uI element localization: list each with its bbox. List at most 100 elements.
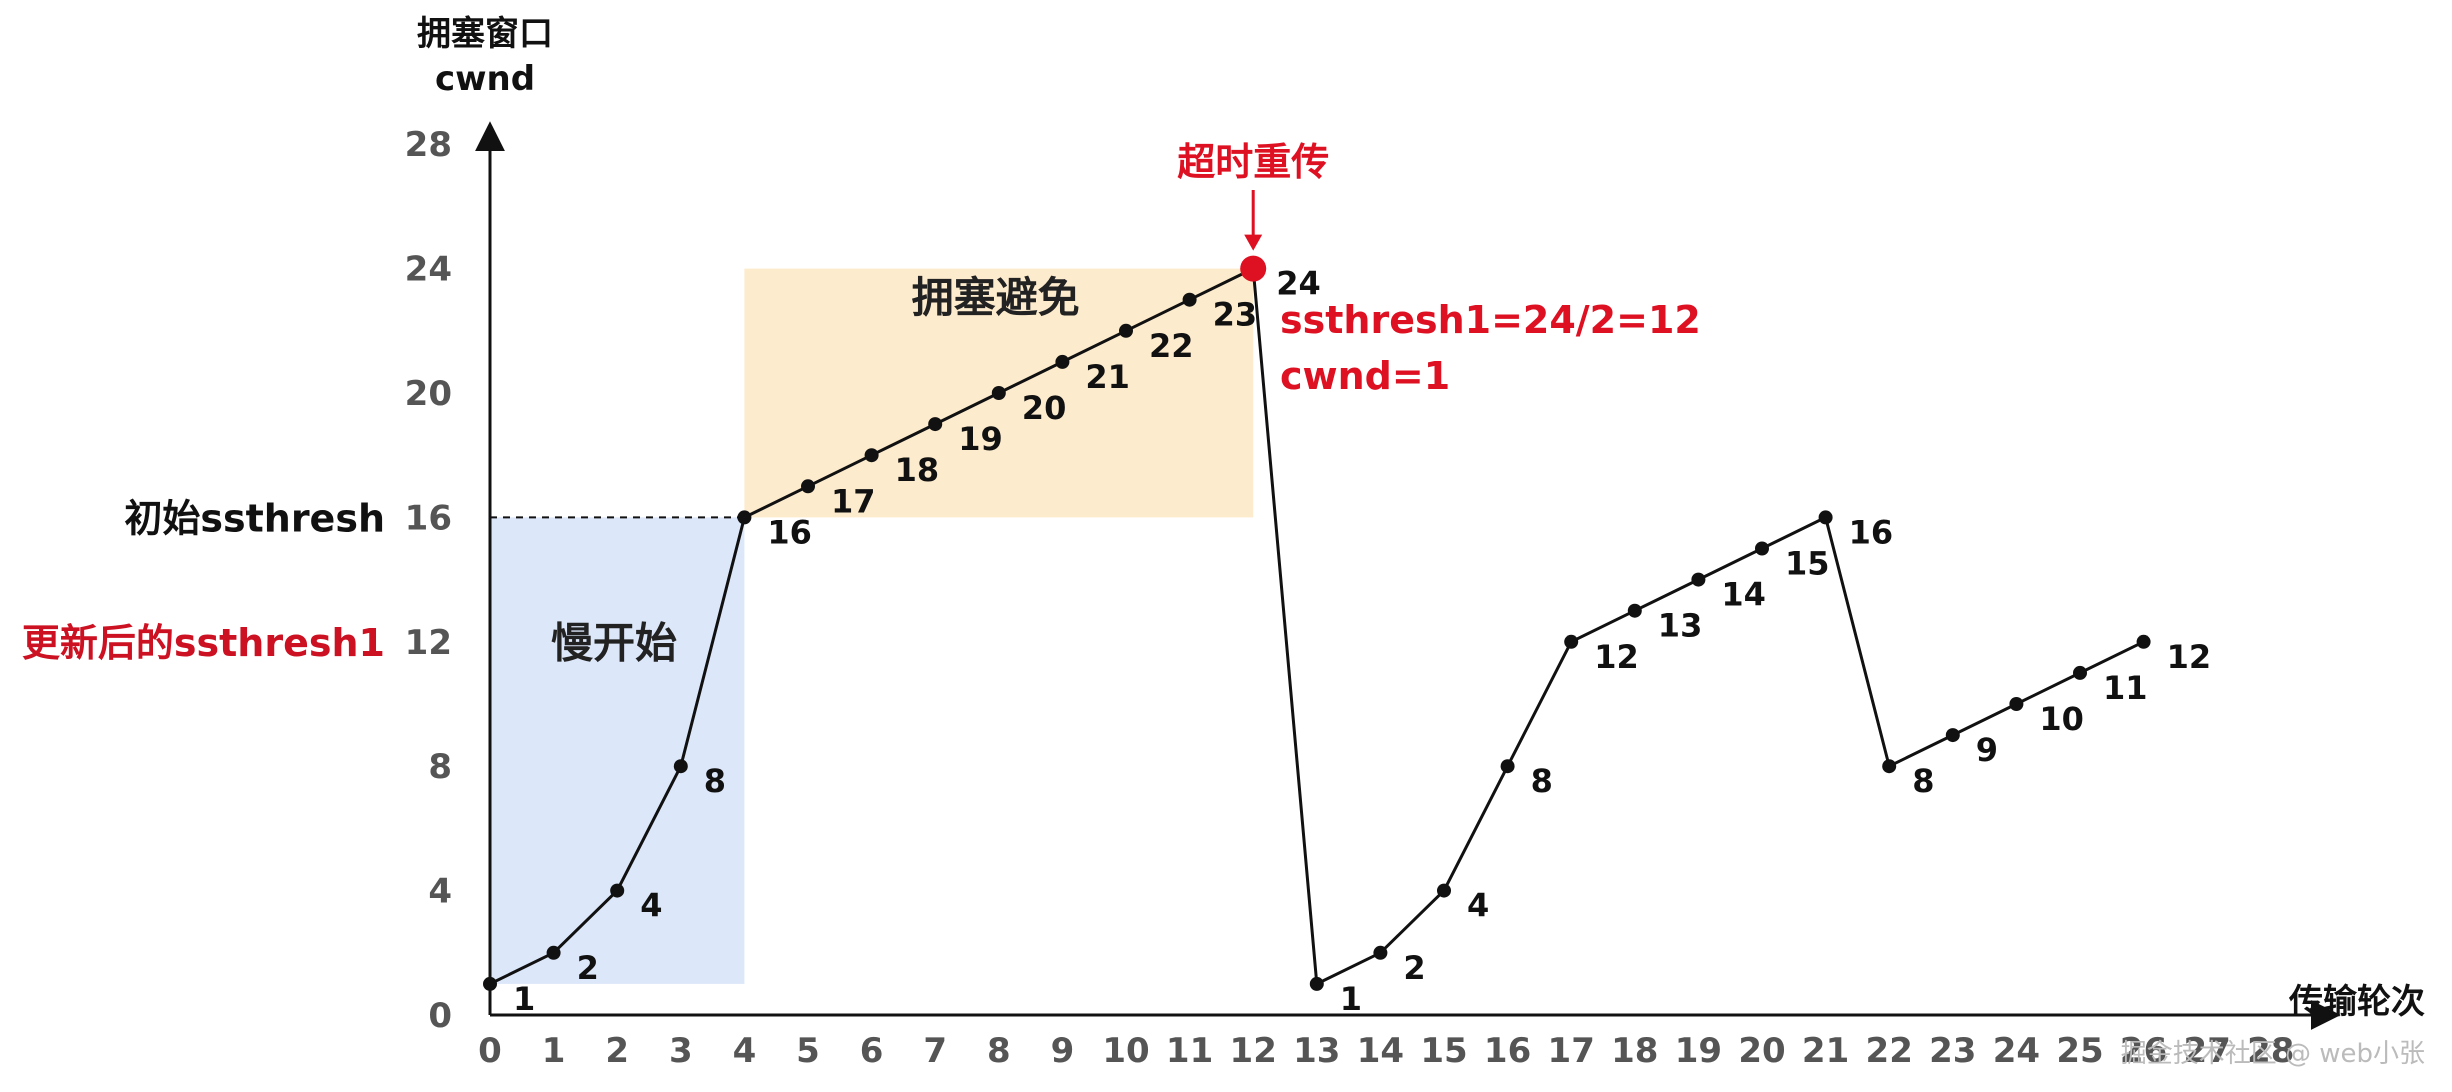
x-tick-label: 15 (1420, 1031, 1467, 1071)
data-point (1119, 323, 1133, 338)
data-point (801, 479, 815, 494)
data-point (1055, 354, 1070, 369)
point-value-label: 18 (895, 451, 940, 489)
point-value-label: 11 (2103, 669, 2148, 707)
data-point (1627, 603, 1642, 618)
y-axis-title-sub: cwnd (435, 59, 535, 99)
data-point (673, 759, 688, 774)
point-value-label: 4 (1467, 887, 1489, 925)
data-point (483, 976, 497, 991)
x-tick-label: 0 (478, 1031, 502, 1071)
data-point (2073, 665, 2087, 680)
timeout-note: cwnd=1 (1280, 354, 1450, 398)
point-value-label: 19 (958, 420, 1003, 458)
timeout-label: 超时重传 (1177, 140, 1329, 184)
x-tick-label: 9 (1051, 1031, 1075, 1071)
data-point (991, 386, 1006, 400)
x-axis-title: 传输轮次 (2288, 982, 2425, 1022)
congestion-avoidance-label: 拥塞避免 (912, 273, 1080, 322)
slow-start-label: 慢开始 (551, 618, 677, 667)
timeout-note: ssthresh1=24/2=12 (1280, 298, 1701, 342)
x-tick-label: 8 (987, 1031, 1011, 1071)
point-value-label: 8 (1912, 762, 1934, 800)
data-point (1564, 634, 1579, 649)
x-tick-label: 26 (2120, 1031, 2167, 1071)
y-tick-label: 4 (428, 872, 452, 912)
point-value-label: 16 (1849, 513, 1894, 551)
x-tick-label: 23 (1929, 1031, 1976, 1071)
x-tick-label: 17 (1548, 1031, 1595, 1071)
y-tick-label: 20 (405, 374, 452, 414)
point-value-label: 4 (640, 887, 662, 925)
x-tick-label: 5 (796, 1031, 820, 1071)
x-tick-label: 21 (1802, 1031, 1849, 1071)
y-tick-label: 0 (428, 996, 452, 1036)
point-value-label: 17 (831, 482, 876, 520)
region-0 (490, 517, 745, 984)
x-tick-label: 19 (1675, 1031, 1722, 1071)
point-value-label: 2 (1403, 949, 1425, 987)
point-value-label: 20 (1022, 389, 1067, 427)
y-tick-label: 24 (405, 250, 452, 290)
point-value-label: 15 (1785, 545, 1830, 583)
updated-ssthresh-label: 更新后的ssthresh1 (22, 621, 385, 665)
data-point (1818, 510, 1833, 525)
data-point (1945, 728, 1960, 743)
data-point (610, 883, 625, 898)
point-value-label: 23 (1213, 296, 1258, 334)
point-value-label: 12 (1594, 638, 1639, 676)
x-tick-label: 20 (1738, 1031, 1785, 1071)
point-value-label: 21 (1085, 358, 1130, 396)
x-tick-label: 11 (1166, 1031, 1213, 1071)
data-point (1755, 541, 1769, 556)
point-value-label: 13 (1658, 607, 1703, 645)
data-point (1373, 945, 1388, 960)
y-tick-label: 8 (428, 747, 452, 787)
data-point (546, 945, 561, 960)
x-tick-label: 12 (1230, 1031, 1277, 1071)
point-value-label: 24 (1276, 265, 1321, 303)
point-value-label: 1 (1340, 980, 1362, 1018)
series-layer (483, 255, 2151, 991)
data-point (2136, 634, 2151, 649)
data-point (1182, 292, 1197, 307)
initial-ssthresh-label: 初始ssthresh (124, 496, 385, 540)
y-tick-label: 16 (405, 498, 452, 538)
x-tick-label: 24 (1993, 1031, 2040, 1071)
x-tick-label: 13 (1293, 1031, 1340, 1071)
point-value-label: 9 (1976, 731, 1998, 769)
x-tick-label: 28 (2247, 1031, 2294, 1071)
x-tick-label: 4 (733, 1031, 757, 1071)
point-value-label: 14 (1721, 576, 1766, 614)
x-tick-label: 22 (1866, 1031, 1913, 1071)
y-axis-title: 拥塞窗口 (417, 14, 553, 54)
data-point (1500, 759, 1515, 774)
x-tick-label: 10 (1102, 1031, 1149, 1071)
x-tick-label: 16 (1484, 1031, 1531, 1071)
x-tick-label: 14 (1357, 1031, 1404, 1071)
x-tick-label: 1 (542, 1031, 566, 1071)
point-value-label: 2 (577, 949, 599, 987)
data-point (1882, 759, 1897, 774)
labels-layer: 拥塞窗口 cwnd 传输轮次 初始ssthresh 更新后的ssthresh1 慢开始 拥塞… (22, 14, 2425, 1069)
x-tick-label: 25 (2056, 1031, 2103, 1071)
data-point (1437, 883, 1451, 898)
data-point (1691, 572, 1706, 587)
x-tick-label: 7 (923, 1031, 947, 1071)
data-point (737, 510, 752, 525)
point-value-label: 8 (704, 762, 726, 800)
y-tick-label: 28 (405, 125, 452, 165)
data-point (928, 417, 943, 432)
timeout-point (1240, 255, 1267, 282)
point-value-label: 8 (1531, 762, 1553, 800)
axes: 0 1 2 3 4 5 6 7 8 9 10 11 12 13 14 15 16 17 18 19 20 21 22 23 24… (405, 121, 2341, 1071)
x-tick-label: 27 (2184, 1031, 2231, 1071)
x-tick-label: 18 (1611, 1031, 1658, 1071)
point-value-label: 16 (767, 513, 812, 551)
point-value-label: 1 (513, 980, 535, 1018)
data-point (2009, 697, 2024, 711)
point-value-label: 10 (2039, 700, 2084, 738)
x-tick-label: 6 (860, 1031, 884, 1071)
point-value-label: 12 (2167, 638, 2212, 676)
